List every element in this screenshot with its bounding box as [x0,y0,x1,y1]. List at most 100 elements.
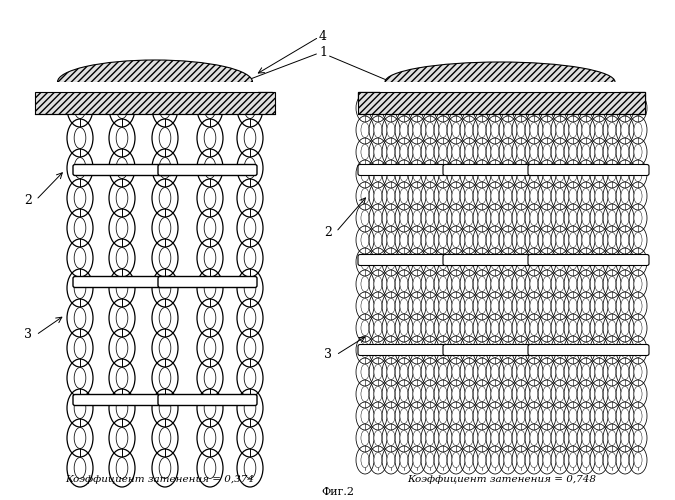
Ellipse shape [595,232,603,248]
Bar [58,92,272,103]
Ellipse shape [504,276,512,291]
Ellipse shape [57,60,252,104]
Ellipse shape [204,458,216,478]
Ellipse shape [159,398,171,418]
Ellipse shape [400,408,408,424]
Ellipse shape [400,364,408,380]
Ellipse shape [374,166,382,182]
Ellipse shape [478,100,486,116]
Ellipse shape [517,100,525,116]
Ellipse shape [439,364,447,380]
Ellipse shape [74,278,86,298]
Ellipse shape [204,368,216,388]
Ellipse shape [621,122,629,138]
Ellipse shape [582,364,590,380]
FancyBboxPatch shape [443,254,542,266]
Ellipse shape [465,430,473,446]
Ellipse shape [595,364,603,380]
Ellipse shape [159,158,171,178]
Ellipse shape [478,276,486,291]
Ellipse shape [478,342,486,357]
Ellipse shape [387,254,395,270]
Ellipse shape [204,98,216,118]
Ellipse shape [374,210,382,226]
Ellipse shape [465,210,473,226]
Ellipse shape [491,166,499,182]
Ellipse shape [569,342,577,357]
Ellipse shape [504,452,512,468]
Ellipse shape [595,122,603,138]
Ellipse shape [387,232,395,248]
Ellipse shape [159,428,171,448]
Ellipse shape [595,452,603,468]
Ellipse shape [413,166,421,182]
Ellipse shape [608,386,616,402]
Ellipse shape [621,320,629,336]
Ellipse shape [556,188,564,204]
Ellipse shape [608,100,616,116]
Ellipse shape [543,232,551,248]
Ellipse shape [439,144,447,160]
Ellipse shape [465,386,473,402]
Text: 2: 2 [24,194,32,206]
Ellipse shape [530,452,538,468]
Ellipse shape [504,342,512,357]
Ellipse shape [244,128,256,148]
Ellipse shape [74,428,86,448]
Ellipse shape [439,408,447,424]
Ellipse shape [400,166,408,182]
Ellipse shape [413,364,421,380]
Ellipse shape [413,210,421,226]
Ellipse shape [159,368,171,388]
Ellipse shape [582,254,590,270]
Ellipse shape [556,166,564,182]
Ellipse shape [204,428,216,448]
Ellipse shape [426,144,434,160]
Ellipse shape [634,386,642,402]
Ellipse shape [621,188,629,204]
Ellipse shape [361,254,369,270]
Ellipse shape [74,368,86,388]
Ellipse shape [556,232,564,248]
Text: 3: 3 [24,328,32,342]
Ellipse shape [530,320,538,336]
Ellipse shape [556,298,564,314]
Ellipse shape [634,430,642,446]
FancyBboxPatch shape [158,394,257,406]
Ellipse shape [621,408,629,424]
Ellipse shape [74,128,86,148]
Ellipse shape [413,320,421,336]
Ellipse shape [374,452,382,468]
Ellipse shape [543,430,551,446]
Ellipse shape [582,122,590,138]
Ellipse shape [439,210,447,226]
Ellipse shape [400,100,408,116]
Ellipse shape [244,428,256,448]
Ellipse shape [452,430,460,446]
Ellipse shape [608,210,616,226]
Ellipse shape [204,188,216,208]
Ellipse shape [634,166,642,182]
Ellipse shape [400,122,408,138]
Ellipse shape [387,408,395,424]
Ellipse shape [543,166,551,182]
Ellipse shape [556,408,564,424]
Ellipse shape [204,398,216,418]
Ellipse shape [530,364,538,380]
Ellipse shape [400,276,408,291]
Ellipse shape [452,408,460,424]
Ellipse shape [244,218,256,238]
Ellipse shape [517,364,525,380]
Ellipse shape [569,430,577,446]
Ellipse shape [478,210,486,226]
Ellipse shape [244,158,256,178]
Ellipse shape [387,320,395,336]
Ellipse shape [426,210,434,226]
Bar [380,82,620,104]
Ellipse shape [361,100,369,116]
Ellipse shape [159,308,171,328]
Ellipse shape [465,452,473,468]
Ellipse shape [413,100,421,116]
Ellipse shape [465,254,473,270]
Ellipse shape [556,122,564,138]
